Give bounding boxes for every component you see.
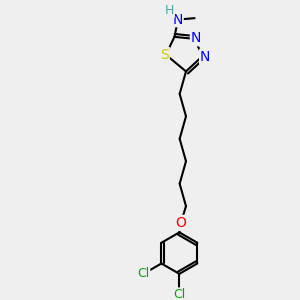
- Text: S: S: [160, 48, 169, 62]
- Text: Cl: Cl: [173, 288, 185, 300]
- Text: O: O: [176, 216, 186, 230]
- Text: N: N: [200, 50, 211, 64]
- Text: Cl: Cl: [137, 268, 149, 281]
- Text: H: H: [165, 4, 175, 17]
- Text: N: N: [191, 31, 201, 45]
- Text: N: N: [173, 13, 183, 27]
